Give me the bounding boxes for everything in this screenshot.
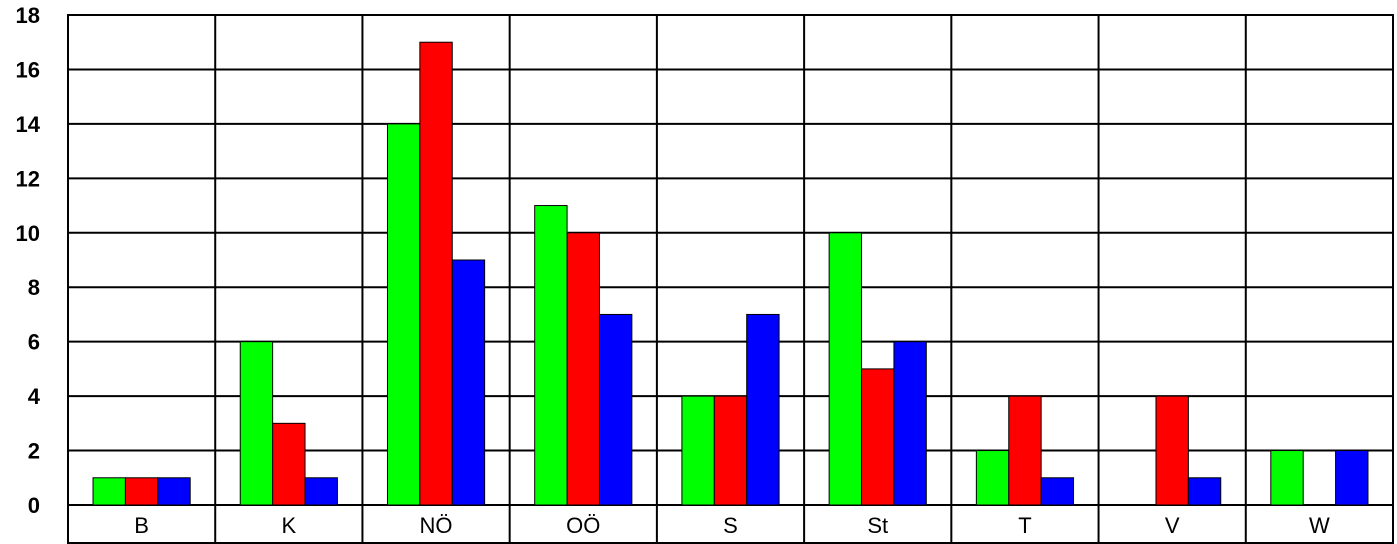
bar-T-series-2 (1008, 395, 1042, 506)
bar-St-series-2 (861, 368, 895, 506)
bar-S-series-3 (746, 313, 780, 506)
bar-NÖ-series-3 (451, 259, 486, 506)
bar-NÖ-series-2 (419, 41, 453, 506)
y-tick-label: 16 (16, 57, 40, 82)
bar-S-series-2 (713, 395, 748, 506)
grid (68, 14, 1393, 544)
bar-B-series-2 (124, 477, 159, 506)
bar-S-series-1 (681, 395, 715, 506)
bars (92, 41, 1369, 506)
x-tick-label: S (723, 513, 738, 538)
y-tick-label: 4 (28, 384, 41, 409)
y-tick-label: 14 (16, 112, 41, 137)
bar-OÖ-series-1 (534, 205, 568, 506)
x-tick-label: St (867, 513, 888, 538)
bar-OÖ-series-2 (566, 232, 600, 506)
bar-B-series-1 (92, 477, 126, 506)
bar-T-series-1 (975, 450, 1010, 506)
bar-T-series-3 (1040, 477, 1075, 506)
bar-St-series-1 (828, 232, 863, 506)
y-tick-label: 12 (16, 166, 40, 191)
x-tick-label: B (134, 513, 149, 538)
bar-W-series-1 (1270, 450, 1304, 506)
y-tick-label: 6 (28, 330, 40, 355)
bar-OÖ-series-3 (598, 313, 633, 506)
x-axis-ticks: B K NÖ OÖ S St T V W (134, 513, 1330, 538)
bar-K-series-3 (304, 477, 338, 506)
y-tick-label: 0 (28, 493, 40, 518)
bar-B-series-3 (157, 477, 191, 506)
bar-V-series-3 (1187, 477, 1222, 506)
x-tick-label: NÖ (420, 513, 453, 538)
y-tick-label: 10 (16, 221, 40, 246)
x-tick-label: V (1165, 513, 1180, 538)
y-axis-ticks: 0 2 4 6 8 10 12 14 16 18 (16, 3, 41, 518)
y-tick-label: 8 (28, 275, 40, 300)
x-tick-label: W (1309, 513, 1330, 538)
plot-frame (67, 14, 1394, 544)
bar-W-series-3 (1335, 450, 1369, 506)
bar-K-series-1 (239, 341, 274, 506)
y-tick-label: 18 (16, 3, 40, 28)
x-tick-label: K (281, 513, 296, 538)
y-tick-label: 2 (28, 439, 40, 464)
bar-St-series-3 (893, 341, 927, 506)
x-tick-label: T (1018, 513, 1031, 538)
bar-NÖ-series-1 (386, 123, 421, 506)
bar-K-series-2 (272, 422, 306, 506)
bar-V-series-2 (1155, 395, 1189, 506)
x-tick-label: OÖ (566, 513, 600, 538)
